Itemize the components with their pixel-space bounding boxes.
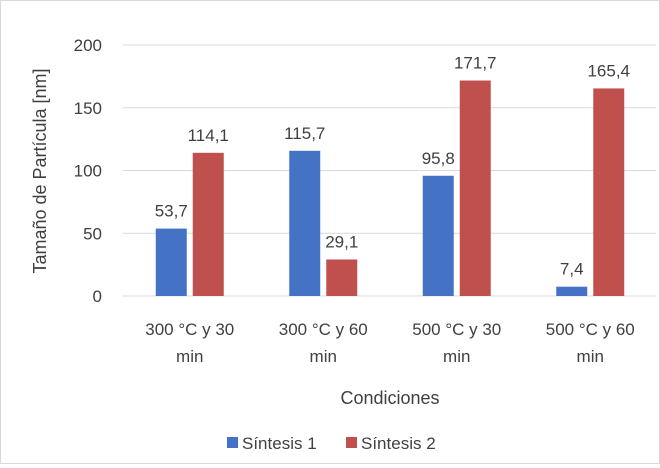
y-axis-title: Tamaño de Partícula [nm] bbox=[30, 68, 50, 273]
y-tick-label: 200 bbox=[74, 36, 102, 55]
legend-swatch-1 bbox=[227, 437, 238, 448]
data-label: 53,7 bbox=[155, 202, 188, 221]
data-label: 114,1 bbox=[188, 126, 229, 145]
bar-series-2 bbox=[459, 80, 491, 296]
legend-swatch-2 bbox=[346, 437, 357, 448]
x-tick-label: 300 °C y 60 bbox=[279, 320, 368, 339]
x-tick-label: min bbox=[577, 347, 604, 366]
y-tick-label: 0 bbox=[93, 287, 102, 306]
x-tick-label: min bbox=[310, 347, 337, 366]
bar-series-1 bbox=[155, 228, 187, 296]
legend: Síntesis 1 Síntesis 2 bbox=[227, 434, 436, 453]
legend-label-2: Síntesis 2 bbox=[361, 434, 436, 453]
data-label: 7,4 bbox=[560, 260, 584, 279]
x-tick-label: min bbox=[176, 347, 203, 366]
data-label: 115,7 bbox=[284, 124, 325, 143]
bar-series-2 bbox=[326, 259, 358, 296]
data-label: 95,8 bbox=[422, 149, 455, 168]
bar-series-1 bbox=[289, 150, 321, 296]
x-tick-labels: 300 °C y 30 min 300 °C y 60 min 500 °C y 30 m… bbox=[145, 320, 635, 366]
legend-label-1: Síntesis 1 bbox=[242, 434, 317, 453]
data-label: 29,1 bbox=[325, 232, 358, 251]
x-tick-label: min bbox=[443, 347, 470, 366]
bar-series-2 bbox=[593, 88, 625, 296]
data-labels: 53,7 115,7 95,8 7,4 114,1 29,1 171,7 165,4 bbox=[155, 54, 630, 279]
bar-series-1 bbox=[556, 286, 588, 296]
bar-series-2 bbox=[192, 152, 224, 296]
x-tick-label: 500 °C y 60 bbox=[546, 320, 635, 339]
data-label: 171,7 bbox=[454, 54, 497, 73]
bar-series-1 bbox=[422, 175, 454, 296]
data-label: 165,4 bbox=[587, 61, 630, 80]
x-tick-label: 500 °C y 30 bbox=[412, 320, 501, 339]
y-tick-label: 100 bbox=[74, 162, 102, 181]
x-tick-label: 300 °C y 30 bbox=[145, 320, 234, 339]
y-tick-label: 150 bbox=[74, 99, 102, 118]
y-tick-labels: 0 50 100 150 200 bbox=[74, 36, 102, 306]
y-tick-label: 50 bbox=[83, 224, 102, 243]
bars bbox=[155, 80, 625, 296]
x-axis-title: Condiciones bbox=[340, 388, 439, 408]
